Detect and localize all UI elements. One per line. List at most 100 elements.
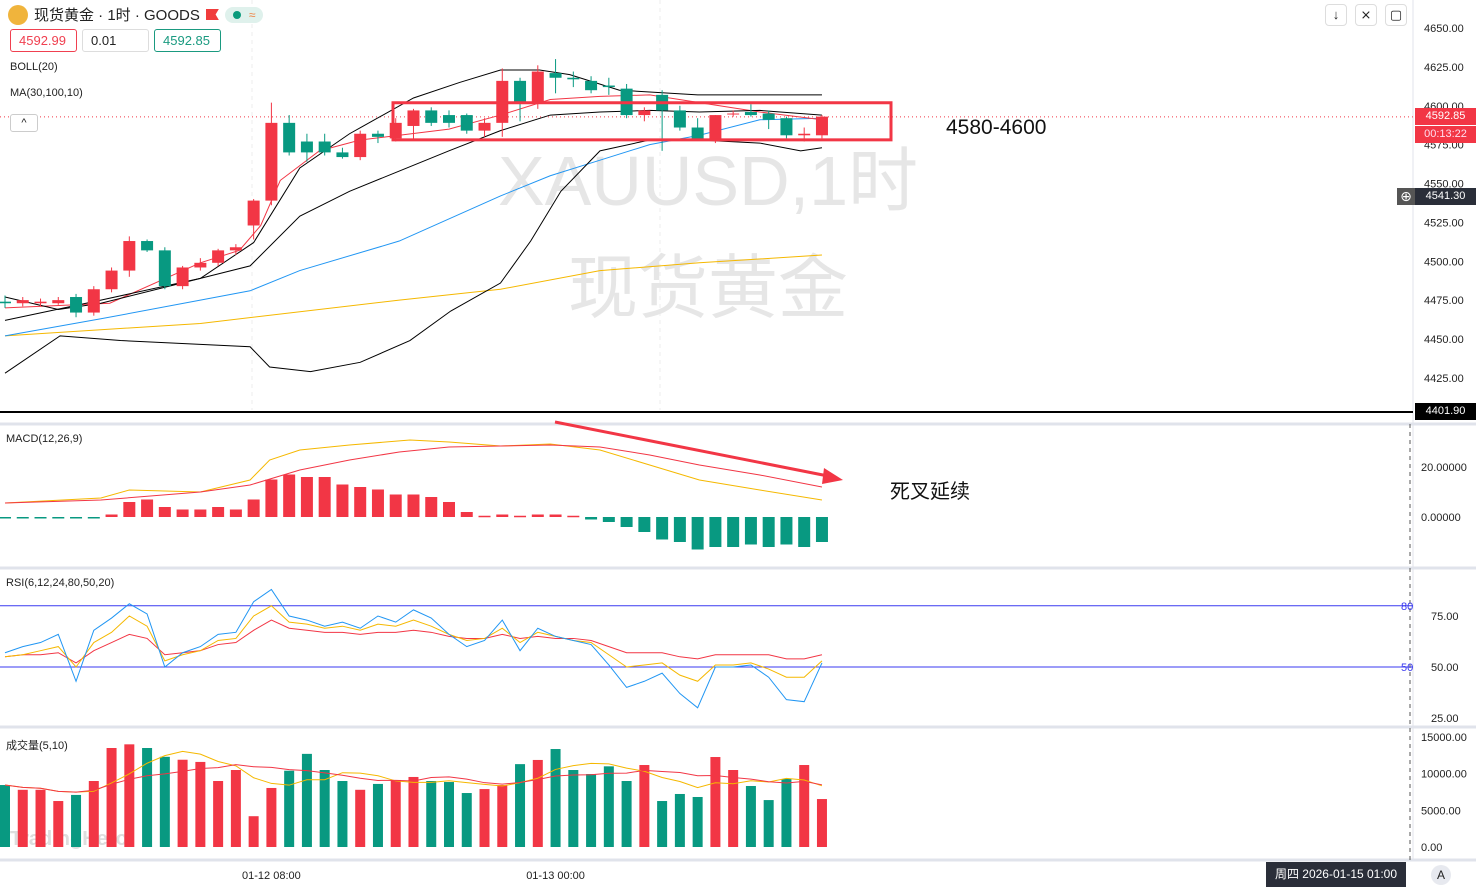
live-dot-icon (232, 10, 241, 19)
price-tick: 4625.00 (1424, 62, 1464, 74)
volume-bar (106, 748, 117, 847)
macd-histogram-bar (354, 487, 367, 517)
cursor-time-tag: 周四 2026-01-15 01:00 (1266, 862, 1406, 887)
volume-legend[interactable]: 成交量(5,10) (6, 740, 68, 752)
volume-tick: 0.00 (1421, 842, 1442, 854)
macd-histogram-bar (638, 517, 651, 532)
macd-histogram-bar (389, 494, 402, 517)
macd-histogram-bar (620, 517, 633, 527)
candle-body (585, 80, 598, 91)
macd-histogram-bar (16, 517, 29, 519)
volume-bar (319, 770, 330, 847)
macd-histogram-bar (0, 517, 11, 519)
macd-histogram-bar (443, 502, 455, 517)
bid-price-box[interactable]: 4592.85 (154, 29, 221, 52)
volume-bar (266, 787, 277, 847)
rsi-tick: 50.00 (1431, 662, 1459, 674)
volume-bar (763, 800, 774, 847)
macd-histogram-bar (336, 484, 349, 517)
candle-body (123, 241, 136, 271)
trend-arrow-head (822, 468, 843, 484)
volume-bar (497, 785, 508, 847)
ma-legend[interactable]: MA(30,100,10) (10, 87, 83, 99)
volume-bar (372, 783, 383, 847)
volume-bar (124, 744, 135, 847)
volume-bar (230, 770, 241, 847)
watermark-symbol: XAUUSD,1时 (498, 142, 918, 220)
candle-body (780, 118, 793, 136)
symbol-header[interactable]: 现货黄金 · 1时 · GOODS ≈ (8, 4, 264, 25)
macd-histogram-bar (478, 515, 491, 518)
add-alert-plus-icon[interactable]: ⊕ (1397, 188, 1415, 205)
volume-bar (728, 770, 739, 847)
rsi24-line (4, 619, 823, 664)
market-status-pill[interactable]: ≈ (224, 6, 264, 23)
candle-body (283, 122, 296, 153)
scroll-down-button[interactable]: ↓ (1325, 4, 1347, 26)
price-zone-box (391, 101, 893, 142)
low-price-tag: 4401.90 (1415, 403, 1476, 420)
macd-histogram-bar (549, 514, 562, 517)
macd-histogram-bar (34, 517, 47, 519)
rsi6-line (4, 588, 823, 709)
volume-bar (71, 794, 82, 847)
candle-body (727, 113, 740, 115)
macd-histogram-bar (87, 517, 100, 519)
macd-histogram-bar (762, 517, 775, 547)
macd-histogram-bar (194, 509, 207, 517)
volume-bar (710, 757, 721, 847)
volume-bar (142, 748, 153, 847)
fullscreen-button[interactable]: ▢ (1385, 4, 1407, 26)
price-tick: 4425.00 (1424, 373, 1464, 385)
volume-bar (550, 749, 561, 847)
price-tick: 4500.00 (1424, 256, 1464, 268)
macd-histogram-bar (265, 479, 278, 517)
candle-body (744, 111, 757, 116)
time-label: 01-12 08:00 (242, 870, 301, 882)
volume-bar (408, 776, 419, 847)
volume-bar (426, 781, 437, 847)
rsi12-line (4, 605, 823, 682)
volume-ma5-line (4, 750, 823, 793)
volume-tick: 10000.00 (1421, 769, 1467, 781)
auto-scale-button[interactable]: A (1431, 865, 1451, 885)
macd-histogram-bar (531, 514, 544, 517)
candle-body (229, 247, 242, 251)
candle-body (16, 300, 29, 304)
macd-histogram-bar (212, 507, 225, 517)
macd-histogram-bar (318, 477, 331, 517)
macd-dea-line (4, 444, 823, 504)
volume-bar (657, 801, 668, 847)
watermark-name: 现货黄金 (568, 249, 848, 327)
candle-body (531, 71, 544, 103)
macd-legend[interactable]: MACD(12,26,9) (6, 433, 83, 445)
volume-bar (390, 779, 401, 847)
volume-bar (639, 765, 650, 847)
last-price-tag: 4592.85 (1415, 108, 1476, 125)
collapse-arrows-button[interactable]: ⨯ (1355, 4, 1377, 26)
candle-body (247, 200, 260, 226)
candle-body (158, 250, 171, 287)
rsi-legend[interactable]: RSI(6,12,24,80,50,20) (6, 577, 115, 589)
macd-histogram-bar (141, 499, 154, 517)
candle-body (602, 85, 615, 88)
macd-tick: 20.00000 (1421, 462, 1467, 474)
candle-body (514, 80, 527, 103)
price-tick: 4475.00 (1424, 295, 1464, 307)
candle-body (709, 115, 722, 140)
trend-arrow-line (554, 420, 829, 478)
volume-bar (35, 789, 46, 847)
time-label: 01-13 00:00 (526, 870, 585, 882)
ask-price-box[interactable]: 4592.99 (10, 29, 77, 52)
price-tick: 4650.00 (1424, 23, 1464, 35)
collapse-legend-button[interactable]: ^ (10, 114, 38, 132)
boll-legend[interactable]: BOLL(20) (10, 61, 58, 73)
candle-body (141, 241, 154, 251)
macd-histogram-bar (158, 507, 171, 517)
macd-histogram-bar (798, 517, 811, 547)
candle-body (354, 133, 367, 158)
volume-bar (337, 781, 348, 847)
candle-body (567, 77, 580, 80)
volume-bar (515, 764, 526, 847)
